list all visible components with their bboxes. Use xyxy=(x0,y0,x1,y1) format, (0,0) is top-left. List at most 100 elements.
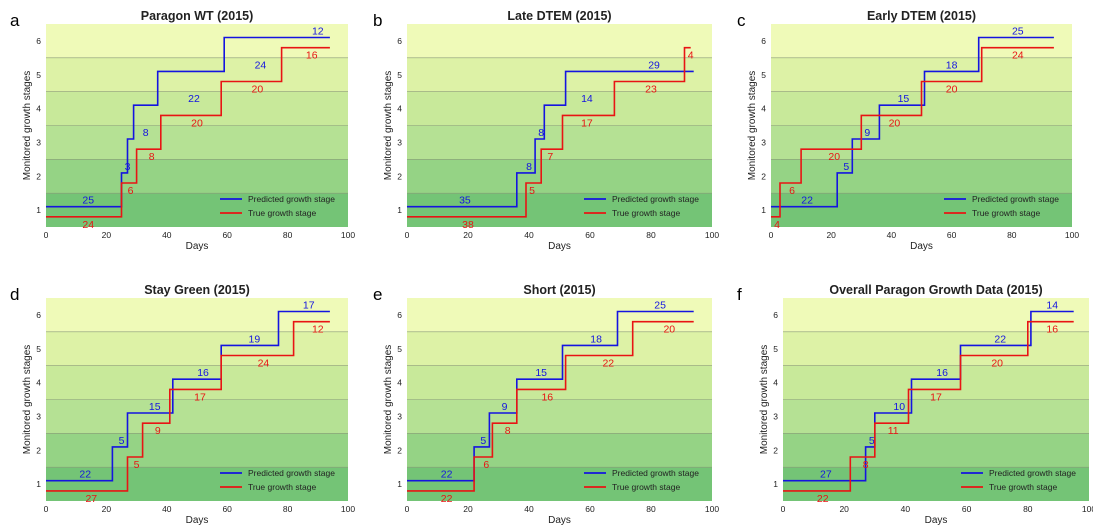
duration-label: 5 xyxy=(134,459,140,471)
y-tick-label: 6 xyxy=(36,310,41,320)
duration-label: 35 xyxy=(459,195,471,207)
predicted-series-line xyxy=(46,310,330,482)
y-tick-label: 4 xyxy=(761,104,766,114)
duration-label: 27 xyxy=(85,493,97,505)
y-tick-label: 4 xyxy=(773,378,778,388)
duration-label: 16 xyxy=(936,367,948,379)
duration-label: 25 xyxy=(1012,26,1024,38)
y-axis-label: Monitored growth stages xyxy=(383,71,394,181)
x-tick-label: 60 xyxy=(585,504,595,514)
duration-label: 18 xyxy=(946,59,958,71)
y-tick-label: 2 xyxy=(761,171,766,181)
duration-label: 8 xyxy=(526,161,532,173)
stage-band xyxy=(46,159,348,194)
duration-label: 9 xyxy=(155,425,161,437)
y-tick-label: 6 xyxy=(397,36,402,46)
stage-band xyxy=(407,467,712,501)
duration-label: 22 xyxy=(188,93,200,105)
legend-label: Predicted growth stage xyxy=(248,194,335,204)
duration-label: 22 xyxy=(817,493,829,505)
y-tick-label: 3 xyxy=(773,411,778,421)
x-tick-label: 100 xyxy=(705,504,719,514)
stage-band xyxy=(407,24,712,58)
duration-label: 20 xyxy=(828,151,840,163)
legend-label: True growth stage xyxy=(248,482,316,492)
stage-band xyxy=(46,467,348,501)
y-tick-label: 1 xyxy=(36,205,41,215)
duration-label: 15 xyxy=(535,367,547,379)
stage-band xyxy=(783,365,1089,400)
duration-label: 14 xyxy=(1046,300,1058,312)
duration-label: 25 xyxy=(654,300,666,312)
stage-band xyxy=(46,298,348,332)
y-tick-label: 4 xyxy=(36,104,41,114)
x-tick-label: 100 xyxy=(705,230,719,240)
x-tick-label: 40 xyxy=(901,504,911,514)
x-axis-label: Days xyxy=(548,515,571,525)
duration-label: 20 xyxy=(946,84,958,96)
true-series-line xyxy=(46,320,330,492)
stage-band xyxy=(407,193,712,227)
duration-label: 15 xyxy=(898,93,910,105)
stage-band xyxy=(783,298,1089,332)
stage-band xyxy=(46,331,348,366)
duration-label: 8 xyxy=(505,425,511,437)
x-tick-label: 60 xyxy=(222,230,232,240)
stage-band xyxy=(407,57,712,92)
y-tick-label: 2 xyxy=(36,445,41,455)
x-tick-label: 0 xyxy=(781,504,786,514)
duration-label: 7 xyxy=(547,151,553,163)
true-series-line xyxy=(407,46,691,218)
x-tick-label: 60 xyxy=(585,230,595,240)
predicted-series-line xyxy=(407,70,694,208)
y-axis-label: Monitored growth stages xyxy=(22,345,33,455)
stage-band xyxy=(46,399,348,434)
chart-panel-f: f Overall Paragon Growth Data (2015) 1 2 3 4 5… xyxy=(737,283,1093,526)
x-tick-label: 80 xyxy=(283,504,293,514)
chart-title: Stay Green (2015) xyxy=(144,283,250,297)
legend-label: True growth stage xyxy=(612,482,680,492)
duration-label: 5 xyxy=(480,435,486,447)
stage-band xyxy=(783,399,1089,434)
x-tick-label: 20 xyxy=(102,504,112,514)
duration-label: 20 xyxy=(663,324,675,336)
duration-label: 17 xyxy=(303,300,315,312)
duration-label: 16 xyxy=(197,367,209,379)
chart-title: Late DTEM (2015) xyxy=(507,9,611,23)
duration-label: 8 xyxy=(149,151,155,163)
stage-band xyxy=(407,159,712,194)
y-tick-label: 1 xyxy=(761,205,766,215)
panel-letter: d xyxy=(10,285,19,304)
legend-label: Predicted growth stage xyxy=(972,194,1059,204)
y-axis-label: Monitored growth stages xyxy=(747,71,758,181)
y-tick-label: 4 xyxy=(36,378,41,388)
x-tick-label: 80 xyxy=(646,504,656,514)
x-tick-label: 40 xyxy=(162,230,172,240)
true-series-line xyxy=(407,320,694,492)
duration-label: 18 xyxy=(590,333,602,345)
duration-label: 25 xyxy=(82,195,94,207)
x-tick-label: 60 xyxy=(947,230,957,240)
duration-label: 15 xyxy=(149,401,161,413)
duration-label: 16 xyxy=(306,50,318,62)
y-tick-label: 3 xyxy=(761,137,766,147)
y-tick-label: 1 xyxy=(36,479,41,489)
y-tick-label: 2 xyxy=(397,171,402,181)
duration-label: 24 xyxy=(258,358,270,370)
duration-label: 22 xyxy=(801,195,813,207)
x-tick-label: 20 xyxy=(463,230,473,240)
duration-label: 22 xyxy=(441,493,453,505)
duration-label: 5 xyxy=(843,161,849,173)
stage-band xyxy=(407,331,712,366)
stage-band xyxy=(407,433,712,468)
x-tick-label: 40 xyxy=(162,504,172,514)
legend-label: True growth stage xyxy=(612,208,680,218)
duration-label: 10 xyxy=(893,401,905,413)
chart-title: Short (2015) xyxy=(523,283,595,297)
chart-title: Paragon WT (2015) xyxy=(141,9,254,23)
true-series-line xyxy=(46,46,330,218)
y-tick-label: 5 xyxy=(36,70,41,80)
